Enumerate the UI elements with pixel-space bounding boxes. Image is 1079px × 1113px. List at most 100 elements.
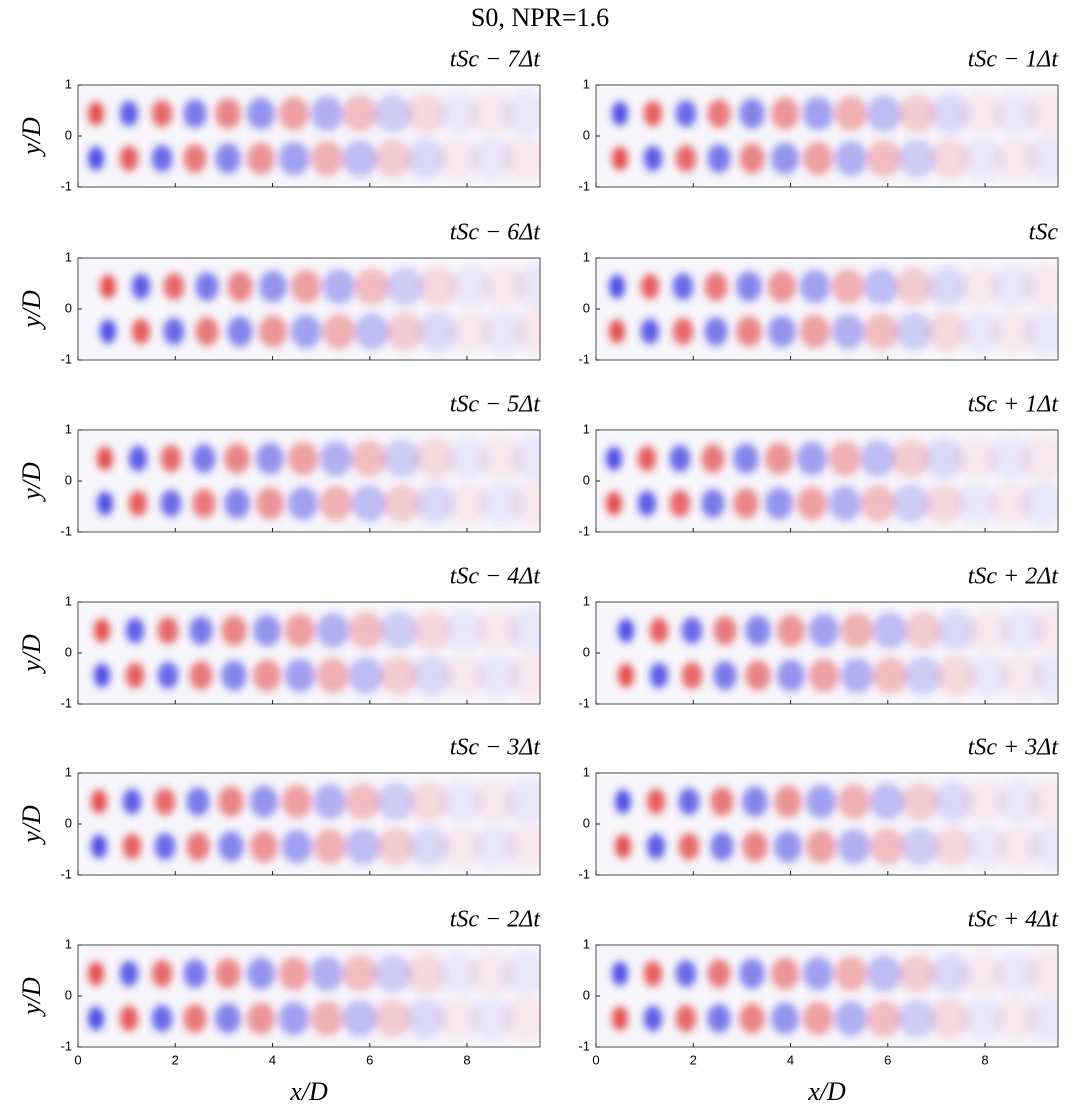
vortex [316,657,350,694]
vortex [799,314,831,349]
panel-title: tSc − 4Δt [450,564,542,590]
vortex [701,444,725,473]
vortex [796,441,828,476]
y-tick-label: 1 [65,76,72,91]
y-tick-label: 0 [583,300,590,315]
vortex [481,309,527,354]
vortex [643,145,663,172]
vortex [287,486,319,521]
vortex [866,1000,902,1037]
vortex [100,274,116,299]
vortex [443,609,487,652]
vortex [310,140,344,177]
vortex [189,616,213,645]
vortex [901,827,939,866]
field [78,430,540,532]
vortex [1025,996,1058,1041]
vortex [437,997,481,1040]
vortex [771,97,799,130]
vortex [342,140,378,177]
vortex [319,440,353,477]
vortex [354,313,390,350]
vortex [805,784,837,819]
vortex [707,1004,731,1033]
vortex [157,616,179,645]
vortex [440,825,484,868]
field [596,430,1058,532]
vortex [834,955,868,992]
vortex [866,140,902,177]
y-axis-label: y/D [17,290,46,331]
vortex [151,144,173,173]
y-tick-label: -1 [60,178,72,193]
vortex [796,486,828,521]
vortex [409,826,449,867]
vortex [377,782,415,821]
field-blobs [612,951,1058,1041]
panel: tSc − 7Δt -1 0 1 y/D [17,47,541,194]
vortex [675,1004,697,1033]
vortex [163,272,185,301]
vortex [860,440,896,477]
vortex [259,315,287,348]
vortex [933,781,973,822]
vortex [437,952,481,995]
vortex [618,663,634,688]
vortex [924,438,964,479]
vortex [284,613,316,648]
vortex [704,317,728,346]
vortex [351,485,387,522]
y-tick-label: 1 [583,593,590,608]
vortex [253,614,281,647]
vortex [481,264,527,309]
y-tick-label: 0 [65,987,72,1002]
y-axis-label: y/D [17,117,46,158]
vortex [322,268,356,305]
vortex [615,834,631,859]
vortex [125,617,145,644]
vortex [278,956,310,991]
vortex [218,786,244,817]
vortex [478,436,524,481]
vortex [771,957,799,990]
vortex [612,146,628,171]
vortex [649,662,669,689]
vortex [840,612,874,649]
vortex [637,445,657,472]
vortex [215,958,241,989]
vortex [227,316,253,347]
vortex [342,955,378,992]
vortex [504,824,540,869]
vortex [1025,136,1058,181]
vortex [386,267,424,306]
vortex [675,959,697,988]
y-tick-label: 0 [65,472,72,487]
vortex [183,144,207,173]
x-tick-label: 6 [884,1052,891,1067]
vortex [247,957,275,990]
vortex [802,96,834,131]
vortex [290,269,322,304]
vortex [831,268,865,305]
vortex [777,614,805,647]
vortex [987,481,1033,526]
vortex [669,444,691,473]
vortex [469,136,515,181]
vortex [936,610,976,651]
panel-title: tSc + 2Δt [968,564,1060,590]
vortex [247,97,275,130]
vortex [1025,91,1058,136]
vortex [967,609,1011,652]
vortex [958,310,1002,353]
y-tick-label: 0 [583,127,590,142]
x-tick-label: 6 [366,1052,373,1067]
vortex [964,825,1008,868]
field [78,602,540,704]
vortex [955,437,999,480]
vortex [964,780,1008,823]
vortex [510,436,540,481]
field [596,258,1058,360]
vortex [834,140,868,177]
y-tick-label: 1 [65,249,72,264]
vortex [160,489,182,518]
